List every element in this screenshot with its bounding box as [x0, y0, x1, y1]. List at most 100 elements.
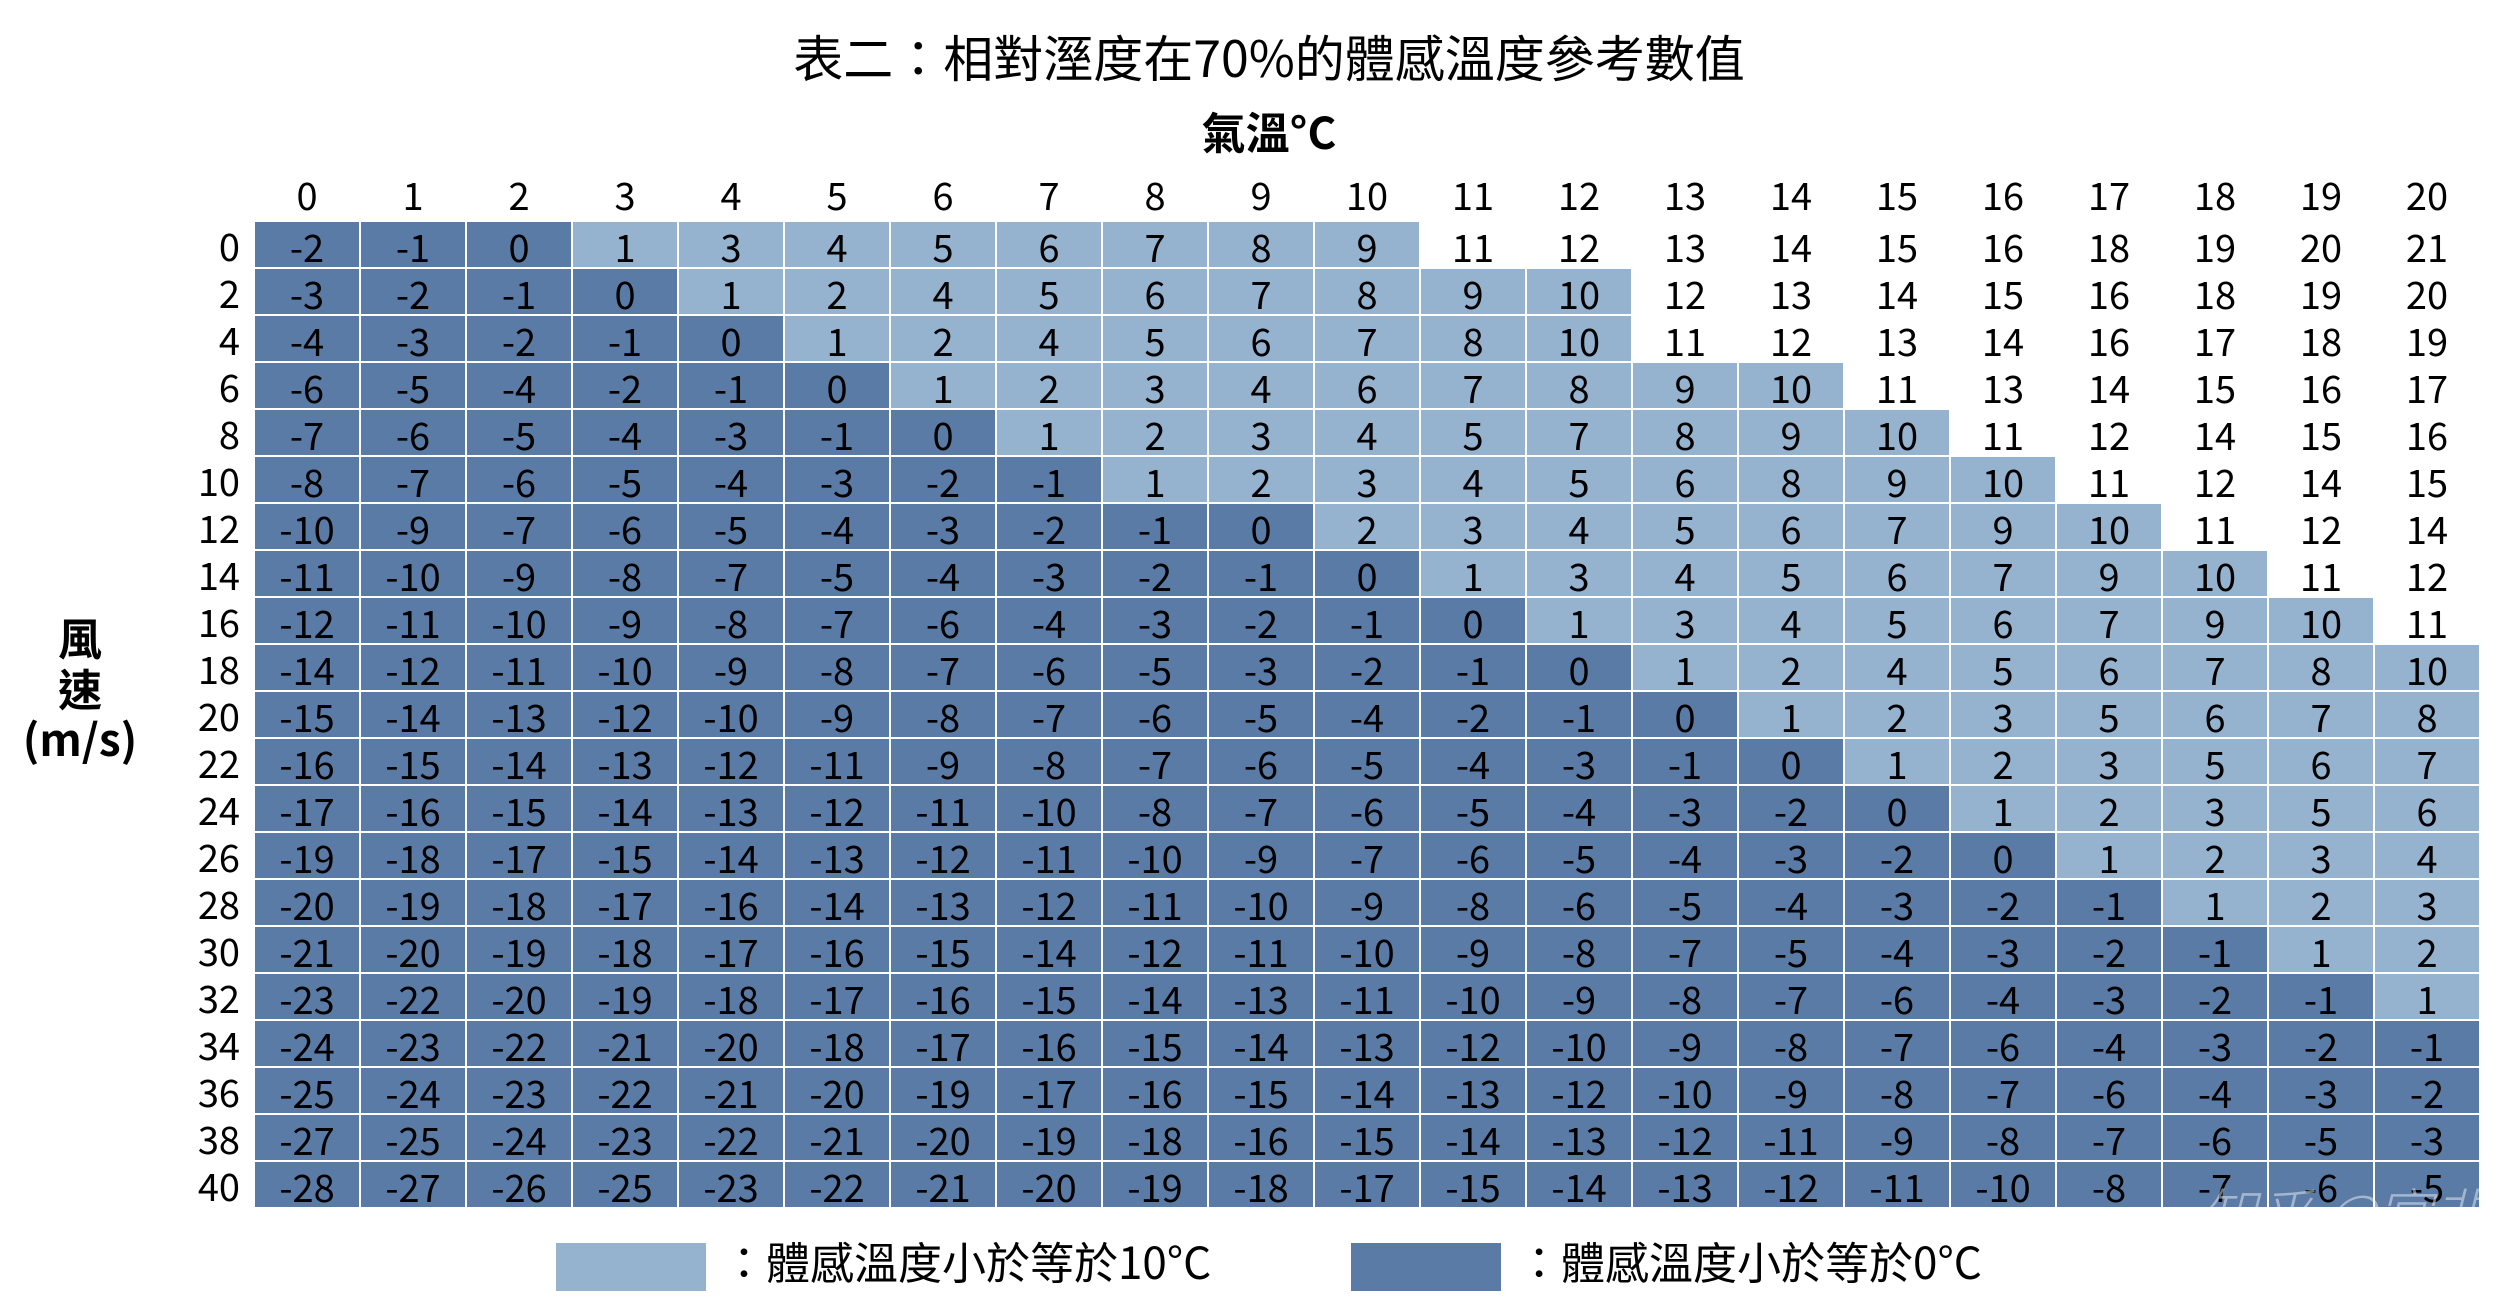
heatmap-cell: -9	[1844, 1114, 1950, 1161]
heatmap-cell: -14	[1314, 1067, 1420, 1114]
column-header: 12	[1526, 166, 1632, 221]
heatmap-cell: -1	[1526, 691, 1632, 738]
heatmap-cell: -7	[1632, 926, 1738, 973]
heatmap-cell: -12	[784, 785, 890, 832]
heatmap-cell: -14	[678, 832, 784, 879]
heatmap-cell: 9	[1738, 409, 1844, 456]
heatmap-cell: -11	[784, 738, 890, 785]
heatmap-cell: -5	[1738, 926, 1844, 973]
heatmap-cell: -14	[572, 785, 678, 832]
heatmap-cell: -10	[572, 644, 678, 691]
heatmap-cell: -6	[1420, 832, 1526, 879]
heatmap-cell: -8	[1738, 1020, 1844, 1067]
heatmap-cell: -7	[2162, 1161, 2268, 1208]
heatmap-cell: 1	[2374, 973, 2480, 1020]
heatmap-cell: -16	[1208, 1114, 1314, 1161]
heatmap-cell: -25	[254, 1067, 360, 1114]
heatmap-cell: -3	[2056, 973, 2162, 1020]
heatmap-cell: 10	[1950, 456, 2056, 503]
heatmap-cell: -9	[1208, 832, 1314, 879]
heatmap-cell: -18	[466, 879, 572, 926]
heatmap-cell: -24	[360, 1067, 466, 1114]
heatmap-cell: -10	[996, 785, 1102, 832]
heatmap-cell: 0	[1844, 785, 1950, 832]
heatmap-cell: 5	[2268, 785, 2374, 832]
heatmap-cell: -2	[1738, 785, 1844, 832]
heatmap-cell: -3	[890, 503, 996, 550]
heatmap-cell: -7	[678, 550, 784, 597]
heatmap-cell: 7	[1314, 315, 1420, 362]
heatmap-cell: -18	[360, 832, 466, 879]
heatmap-cell: -16	[1102, 1067, 1208, 1114]
heatmap-cell: -5	[1526, 832, 1632, 879]
heatmap-cell: -19	[572, 973, 678, 1020]
heatmap-cell: -20	[466, 973, 572, 1020]
heatmap-cell: -16	[360, 785, 466, 832]
heatmap-cell: -27	[360, 1161, 466, 1208]
heatmap-cell: -2	[2162, 973, 2268, 1020]
heatmap-cell: 3	[678, 221, 784, 268]
heatmap-cell: -4	[678, 456, 784, 503]
heatmap-cell: -1	[1314, 597, 1420, 644]
heatmap-cell: 14	[1950, 315, 2056, 362]
heatmap-cell: -4	[784, 503, 890, 550]
heatmap-cell: 15	[1844, 221, 1950, 268]
heatmap-cell: 1	[2268, 926, 2374, 973]
heatmap-cell: -12	[1102, 926, 1208, 973]
heatmap-cell: 6	[1844, 550, 1950, 597]
heatmap-cell: -11	[1738, 1114, 1844, 1161]
heatmap-cell: 14	[1738, 221, 1844, 268]
heatmap-cell: -11	[254, 550, 360, 597]
column-header: 4	[678, 166, 784, 221]
heatmap-cell: 19	[2268, 268, 2374, 315]
column-header: 5	[784, 166, 890, 221]
heatmap-cell: -9	[572, 597, 678, 644]
heatmap-cell: 6	[1950, 597, 2056, 644]
heatmap-cell: 2	[2268, 879, 2374, 926]
heatmap-cell: -2	[254, 221, 360, 268]
heatmap-cell: 10	[2056, 503, 2162, 550]
table-row: 22-16-15-14-13-12-11-9-8-7-6-5-4-3-10123…	[140, 738, 2480, 785]
heatmap-cell: -10	[1950, 1161, 2056, 1208]
heatmap-cell: 2	[1314, 503, 1420, 550]
heatmap-cell: 7	[1950, 550, 2056, 597]
heatmap-cell: -3	[996, 550, 1102, 597]
heatmap-cell: 5	[1950, 644, 2056, 691]
heatmap-cell: 10	[2268, 597, 2374, 644]
heatmap-cell: -10	[678, 691, 784, 738]
heatmap-cell: -10	[466, 597, 572, 644]
heatmap-cell: -3	[1844, 879, 1950, 926]
heatmap-cell: 2	[1208, 456, 1314, 503]
heatmap-cell: 3	[1420, 503, 1526, 550]
heatmap-cell: 13	[1632, 221, 1738, 268]
heatmap-cell: -15	[1420, 1161, 1526, 1208]
heatmap-cell: -18	[784, 1020, 890, 1067]
heatmap-cell: 14	[2268, 456, 2374, 503]
heatmap-cell: -13	[784, 832, 890, 879]
heatmap-cell: -22	[784, 1161, 890, 1208]
heatmap-cell: 1	[1844, 738, 1950, 785]
heatmap-cell: 10	[1526, 315, 1632, 362]
heatmap-cell: 4	[2374, 832, 2480, 879]
heatmap-cell: 4	[890, 268, 996, 315]
heatmap-cell: -6	[466, 456, 572, 503]
heatmap-cell: -10	[1208, 879, 1314, 926]
heatmap-cell: -2	[2374, 1067, 2480, 1114]
table-row: 18-14-12-11-10-9-8-7-6-5-3-2-10124567810	[140, 644, 2480, 691]
heatmap-cell: 5	[1420, 409, 1526, 456]
heatmap-cell: 6	[1208, 315, 1314, 362]
heatmap-cell: 3	[2056, 738, 2162, 785]
heatmap-cell: -2	[466, 315, 572, 362]
heatmap-cell: -23	[360, 1020, 466, 1067]
heatmap-cell: -7	[1738, 973, 1844, 1020]
legend-item-light: ：體感溫度小於等於10°C	[556, 1228, 1211, 1292]
heatmap-cell: -19	[254, 832, 360, 879]
heatmap-cell: -4	[1314, 691, 1420, 738]
heatmap-cell: 4	[1208, 362, 1314, 409]
heatmap-cell: 1	[1950, 785, 2056, 832]
table-row: 40-28-27-26-25-23-22-21-20-19-18-17-15-1…	[140, 1161, 2480, 1208]
heatmap-cell: -13	[1208, 973, 1314, 1020]
row-header: 32	[140, 973, 254, 1020]
heatmap-cell: -15	[1314, 1114, 1420, 1161]
heatmap-cell: 9	[1844, 456, 1950, 503]
